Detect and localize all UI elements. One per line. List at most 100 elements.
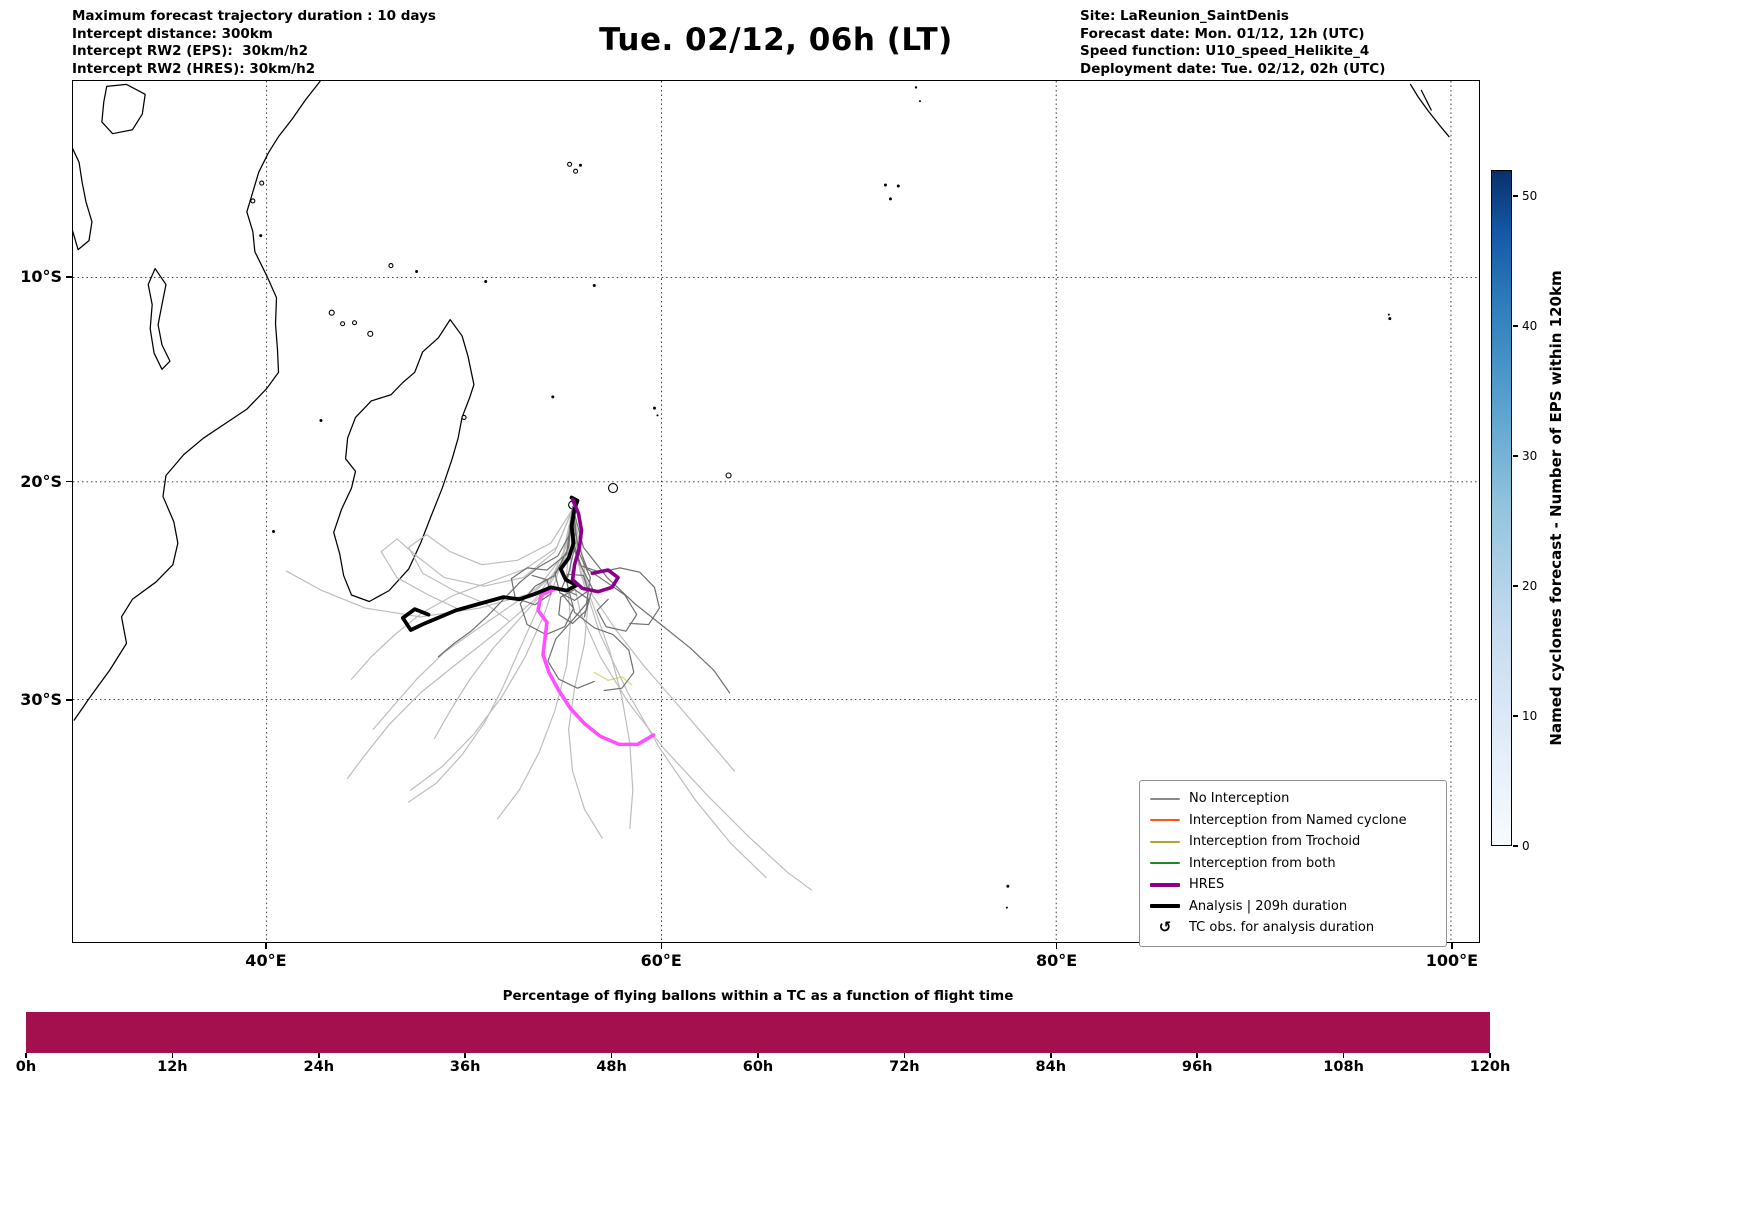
legend-label: Interception from both bbox=[1189, 855, 1336, 871]
legend-line bbox=[1150, 819, 1180, 822]
colorbar-tick-label: 30 bbox=[1522, 449, 1538, 463]
flight-time-tick-mark bbox=[1196, 1053, 1198, 1058]
flight-time-tick-label: 120h bbox=[1469, 1059, 1511, 1075]
forecast-parameters: Maximum forecast trajectory duration : 1… bbox=[72, 8, 436, 78]
legend-item: Interception from Trochoid bbox=[1150, 831, 1436, 853]
legend-line-sample bbox=[1150, 882, 1180, 887]
header-line: Intercept distance: 300km bbox=[72, 25, 273, 42]
legend-line bbox=[1150, 840, 1180, 843]
flight-time-tick-label: 24h bbox=[303, 1059, 335, 1075]
flight-time-tick-mark bbox=[903, 1053, 906, 1058]
x-axis-tick-label: 100°E bbox=[1425, 951, 1479, 970]
flight-time-tick-label: 72h bbox=[889, 1059, 920, 1075]
coastlines bbox=[73, 81, 1450, 721]
legend-item: ↺ TC obs. for analysis duration bbox=[1150, 917, 1436, 939]
figure-title: Tue. 02/12, 06h (LT) bbox=[599, 22, 953, 58]
header-line: Intercept RW2 (EPS): 30km/h2 bbox=[72, 43, 308, 60]
flight-time-tick-mark bbox=[757, 1053, 759, 1058]
flight-time-bar bbox=[26, 1012, 1490, 1053]
header-line: Forecast date: Mon. 01/12, 12h (UTC) bbox=[1080, 25, 1365, 42]
flight-time-tick-mark bbox=[1050, 1053, 1052, 1058]
header-line: Intercept RW2 (HRES): 30km/h2 bbox=[72, 60, 316, 77]
x-axis-tick-mark bbox=[1055, 943, 1058, 949]
site-info: Site: LaReunion_SaintDenis Forecast date:… bbox=[1080, 8, 1385, 78]
legend-line-sample bbox=[1150, 797, 1180, 800]
colorbar-tick-label: 50 bbox=[1522, 189, 1538, 203]
colorbar-tick-mark bbox=[1513, 195, 1518, 197]
legend-line bbox=[1150, 882, 1180, 887]
x-axis-tick-label: 60°E bbox=[640, 951, 682, 970]
flight-time-tick-label: 96h bbox=[1181, 1059, 1213, 1075]
legend-line-sample bbox=[1150, 840, 1180, 843]
legend-label: Interception from Named cyclone bbox=[1189, 812, 1407, 828]
header-line: Speed function: U10_speed_Helikite_4 bbox=[1080, 43, 1370, 60]
graticule-gridlines bbox=[73, 81, 1479, 942]
flight-time-tick-mark bbox=[1489, 1053, 1491, 1058]
flight-time-tick-label: 108h bbox=[1323, 1059, 1364, 1075]
eps-colorbar bbox=[1491, 170, 1512, 846]
y-axis-tick-mark bbox=[66, 480, 72, 483]
colorbar-tick-mark bbox=[1513, 845, 1518, 847]
header-line: Site: LaReunion_SaintDenis bbox=[1080, 8, 1289, 24]
trochoid-interception-track bbox=[593, 671, 633, 686]
flight-time-tick-label: 12h bbox=[157, 1059, 188, 1075]
colorbar-label: Named cyclones forecast - Number of EPS … bbox=[1547, 270, 1565, 746]
legend-item: Interception from Named cyclone bbox=[1150, 810, 1436, 832]
colorbar-tick-label: 10 bbox=[1522, 709, 1538, 723]
y-axis-tick-mark bbox=[66, 276, 72, 278]
flight-time-tick-mark bbox=[610, 1053, 613, 1058]
x-axis-tick-label: 40°E bbox=[245, 951, 287, 970]
flight-time-tick-mark bbox=[318, 1053, 320, 1058]
x-axis-tick-mark bbox=[660, 943, 662, 949]
hres-track-tail bbox=[536, 587, 656, 747]
header-line: Deployment date: Tue. 02/12, 02h (UTC) bbox=[1080, 60, 1386, 77]
highlighted-trajectories bbox=[400, 495, 656, 747]
flight-time-tick-label: 0h bbox=[15, 1059, 37, 1075]
legend-item: HRES bbox=[1150, 874, 1436, 896]
y-axis-tick-mark bbox=[66, 699, 72, 701]
map-canvas bbox=[73, 81, 1479, 942]
legend-line-sample bbox=[1150, 904, 1180, 909]
legend-line-sample bbox=[1150, 862, 1180, 865]
x-axis-tick-mark bbox=[265, 943, 267, 949]
colorbar-tick-mark bbox=[1513, 715, 1518, 717]
legend-label: Analysis | 209h duration bbox=[1189, 898, 1348, 914]
trajectory-map: No Interception Interception from Named c… bbox=[72, 80, 1480, 947]
x-axis-tick-label: 80°E bbox=[1035, 951, 1078, 970]
flight-time-tick-label: 36h bbox=[449, 1059, 481, 1075]
legend-item: No Interception bbox=[1150, 788, 1436, 810]
flight-time-tick-mark bbox=[464, 1053, 466, 1058]
y-axis-tick-label: 20°S bbox=[20, 471, 62, 491]
flight-time-tick-label: 48h bbox=[596, 1059, 627, 1075]
colorbar-tick-label: 20 bbox=[1522, 579, 1538, 593]
x-axis-tick-mark bbox=[1451, 943, 1453, 949]
header-line: Maximum forecast trajectory duration : 1… bbox=[72, 8, 436, 24]
tc-obs-icon: ↺ bbox=[1158, 918, 1172, 937]
legend-line bbox=[1150, 862, 1180, 865]
legend-item: Interception from both bbox=[1150, 853, 1436, 875]
y-axis-tick-label: 10°S bbox=[20, 266, 62, 286]
y-axis-tick-label: 30°S bbox=[20, 689, 62, 709]
legend-label: No Interception bbox=[1189, 791, 1290, 807]
eps-trajectories-no-interception-dark bbox=[437, 506, 731, 694]
legend-label: Interception from Trochoid bbox=[1189, 834, 1361, 850]
legend-line bbox=[1150, 904, 1180, 909]
flight-time-tick-label: 60h bbox=[742, 1059, 774, 1075]
legend-line bbox=[1150, 797, 1180, 800]
flight-time-tick-mark bbox=[1342, 1053, 1345, 1058]
legend-line-sample bbox=[1150, 819, 1180, 822]
colorbar-tick-mark bbox=[1513, 325, 1518, 327]
colorbar-tick-label: 40 bbox=[1522, 319, 1538, 333]
legend-label: HRES bbox=[1189, 877, 1225, 893]
flight-time-tick-label: 84h bbox=[1035, 1059, 1067, 1075]
analysis-track bbox=[400, 495, 580, 632]
hres-track bbox=[570, 497, 620, 594]
colorbar-tick-mark bbox=[1513, 455, 1518, 457]
map-legend: No Interception Interception from Named c… bbox=[1139, 780, 1447, 947]
colorbar-tick-mark bbox=[1513, 585, 1518, 587]
legend-item: Analysis | 209h duration bbox=[1150, 896, 1436, 918]
flight-time-bar-fill bbox=[26, 1012, 1490, 1053]
colorbar-tick-label: 0 bbox=[1522, 839, 1530, 853]
legend-label: TC obs. for analysis duration bbox=[1189, 920, 1375, 936]
